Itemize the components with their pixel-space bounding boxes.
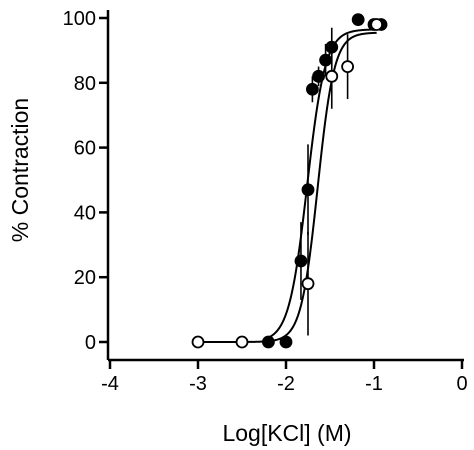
data-points bbox=[191, 13, 388, 349]
data-point-filled bbox=[261, 335, 275, 349]
fit-curve-series-2 bbox=[198, 31, 377, 343]
x-tick-label: 0 bbox=[456, 373, 467, 395]
fit-curve-series-1 bbox=[267, 28, 382, 339]
data-point-open bbox=[370, 18, 384, 31]
data-point-open bbox=[341, 60, 355, 73]
y-tick-label: 40 bbox=[74, 202, 96, 224]
y-tick-label: 80 bbox=[74, 73, 96, 95]
data-point-filled bbox=[351, 13, 365, 27]
x-axis-label: Log[KCl] (M) bbox=[222, 420, 351, 446]
data-point-filled bbox=[279, 335, 293, 349]
x-tick-label: -3 bbox=[189, 373, 207, 395]
data-point-filled bbox=[305, 82, 319, 96]
data-point-open bbox=[301, 277, 315, 291]
y-axis-label: % Contraction bbox=[7, 98, 33, 242]
data-point-filled bbox=[319, 53, 333, 67]
y-tick-label: 0 bbox=[85, 332, 96, 354]
data-point-filled bbox=[294, 254, 308, 268]
data-point-open bbox=[191, 335, 205, 349]
y-tick-label: 100 bbox=[63, 8, 96, 30]
axes bbox=[106, 10, 464, 362]
y-tick-label: 60 bbox=[74, 138, 96, 160]
data-point-filled bbox=[312, 69, 325, 83]
error-bars bbox=[300, 18, 382, 336]
x-tick-label: -4 bbox=[101, 373, 119, 395]
fit-curves bbox=[198, 28, 382, 343]
data-point-open bbox=[235, 335, 249, 349]
y-tick-label: 20 bbox=[74, 267, 96, 289]
data-point-filled bbox=[301, 183, 315, 197]
x-tick-label: -2 bbox=[277, 373, 295, 395]
x-tick-label: -1 bbox=[365, 373, 383, 395]
data-point-open bbox=[325, 69, 339, 83]
data-point-filled bbox=[325, 40, 339, 54]
ticks: 0 20 40 60 80 100 -4 -3 -2 -1 0 bbox=[63, 8, 468, 395]
